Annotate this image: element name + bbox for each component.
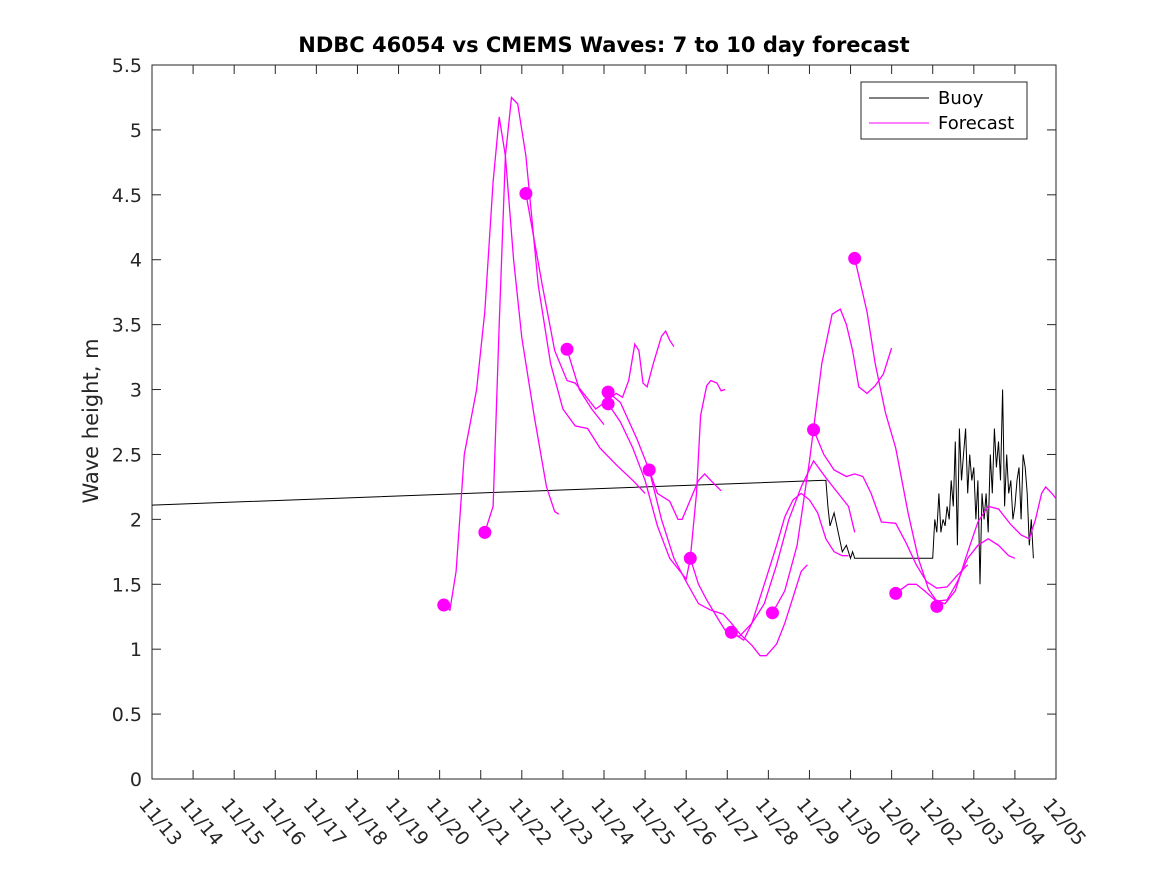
y-tick-label: 2: [130, 509, 142, 531]
forecast-marker: [601, 385, 615, 399]
forecast-series-line: [525, 193, 675, 410]
forecast-marker: [560, 342, 574, 356]
forecast-marker: [848, 251, 862, 265]
forecast-series-line: [607, 391, 722, 521]
forecast-series-line: [566, 349, 605, 426]
forecast-marker: [601, 397, 615, 411]
forecast-marker: [930, 599, 944, 613]
y-tick-label: 1.5: [112, 574, 142, 596]
legend-label-buoy: Buoy: [938, 88, 984, 109]
y-tick-label: 5: [130, 120, 142, 142]
forecast-series-line: [731, 492, 849, 642]
y-tick-label: 0.5: [112, 704, 142, 726]
forecast-marker: [765, 606, 779, 620]
forecast-series-line: [771, 308, 893, 614]
forecast-marker: [437, 598, 451, 612]
forecast-series-line: [689, 459, 856, 637]
y-tick-label: 2.5: [112, 444, 142, 466]
forecast-series-line: [895, 485, 1057, 605]
buoy-series-line: [151, 389, 1034, 585]
legend-box: [860, 81, 1028, 140]
forecast-series-line: [443, 116, 560, 612]
y-tick-label: 4.5: [112, 185, 142, 207]
y-tick-label: 0: [130, 769, 142, 791]
forecast-marker: [683, 551, 697, 565]
forecast-marker: [724, 625, 738, 639]
forecast-marker: [889, 586, 903, 600]
y-axis-label: Wave height, m: [79, 338, 103, 503]
forecast-marker: [478, 525, 492, 539]
forecast-marker: [642, 463, 656, 477]
forecast-series-line: [607, 379, 726, 581]
forecast-marker: [519, 187, 533, 201]
legend-label-forecast: Forecast: [938, 113, 1014, 134]
forecast-marker: [807, 423, 821, 437]
y-tick-label: 4: [130, 250, 142, 272]
forecast-series-line: [648, 469, 808, 657]
legend: Buoy Forecast: [860, 81, 1028, 140]
forecast-series-line: [812, 429, 969, 589]
forecast-series-line: [484, 96, 646, 533]
y-tick-label: 3: [130, 380, 142, 402]
y-tick-label: 3.5: [112, 315, 142, 337]
y-tick-label: 5.5: [112, 55, 142, 77]
y-tick-label: 1: [130, 639, 142, 661]
chart-title: NDBC 46054 vs CMEMS Waves: 7 to 10 day f…: [298, 33, 909, 57]
